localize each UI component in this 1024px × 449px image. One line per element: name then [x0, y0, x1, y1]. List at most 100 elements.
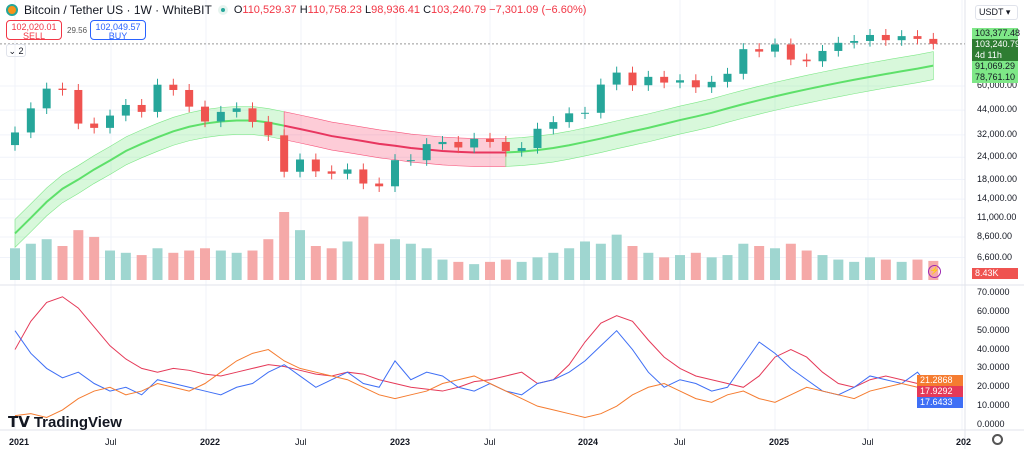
candle-body	[517, 148, 526, 151]
sell-button[interactable]: 102,020.01 SELL	[6, 20, 62, 41]
candle-body	[359, 169, 368, 184]
channel-band	[505, 51, 934, 167]
volume-bar	[706, 257, 717, 280]
candle-body	[818, 50, 827, 62]
volume-bar	[817, 255, 828, 280]
candle-body	[660, 76, 669, 83]
indicator-axis-label: 30.0000	[977, 362, 1010, 373]
volume-bar	[738, 243, 749, 280]
candle-body	[121, 104, 130, 116]
volume-bar	[880, 259, 891, 280]
volume-bar	[516, 261, 527, 280]
time-axis-label: Jul	[484, 437, 496, 447]
volume-bar	[390, 239, 400, 280]
candle-body	[897, 36, 906, 41]
time-axis-label: Jul	[105, 437, 117, 447]
candle-body	[581, 112, 589, 114]
channel-midline	[14, 119, 285, 235]
volume-bar	[453, 261, 464, 280]
volume-bar	[184, 250, 195, 280]
volume-bar	[548, 252, 559, 280]
volume-bar	[643, 252, 654, 280]
candle-body	[185, 89, 194, 107]
candle-body	[786, 44, 795, 60]
time-axis-label: 2024	[578, 437, 599, 447]
volume-bar	[263, 239, 274, 280]
volume-bar	[770, 248, 780, 280]
volume-bar	[200, 248, 210, 280]
volume-bar	[41, 239, 52, 280]
indicator-tag: 21.2868	[917, 375, 963, 386]
volume-bar	[358, 216, 369, 280]
candle-body	[802, 59, 811, 62]
indicator-axis-label: 40.0000	[977, 343, 1010, 354]
lightning-icon[interactable]: ⚡	[928, 265, 941, 278]
indicator-axis-label: 10.0000	[977, 400, 1010, 411]
candle-body	[327, 171, 336, 174]
channel-band	[14, 106, 285, 249]
tradingview-logo[interactable]: 𝗧𝗩 TradingView	[8, 413, 122, 432]
volume-bar	[10, 248, 20, 280]
candle-body	[26, 108, 35, 133]
time-axis-label: Jul	[674, 437, 686, 447]
candle-body	[169, 84, 178, 90]
volume-bar	[912, 259, 923, 280]
volume-bar	[89, 236, 100, 280]
candle-body	[137, 104, 146, 112]
volume-bar	[231, 252, 242, 280]
bitcoin-logo-icon	[6, 4, 18, 16]
candle-body	[232, 108, 241, 112]
time-axis-label: 2025	[769, 437, 790, 447]
volume-bar	[865, 257, 875, 280]
volume-bar	[485, 261, 495, 280]
candle-body	[739, 49, 748, 74]
price-axis-label: 6,600.00	[977, 251, 1013, 262]
buy-button[interactable]: 102,049.57 BUY	[90, 20, 146, 41]
time-axis-label: 2022	[200, 437, 221, 447]
volume-bar	[295, 230, 305, 280]
volume-bar	[437, 259, 448, 280]
price-axis-label: 8,600.00	[977, 230, 1013, 241]
volume-bar	[310, 246, 321, 280]
candle-body	[58, 88, 67, 90]
symbol-title[interactable]: Bitcoin / Tether US · 1W · WhiteBIT	[24, 3, 212, 17]
symbol-header: Bitcoin / Tether US · 1W · WhiteBIT O110…	[6, 3, 586, 17]
candle-body	[850, 40, 859, 43]
volume-bar	[152, 248, 163, 280]
time-axis-label: 2023	[390, 437, 411, 447]
volume-bar	[374, 243, 385, 280]
candle-body	[549, 122, 558, 129]
price-tag: 91,069.29	[972, 61, 1018, 72]
volume-bar	[675, 255, 685, 280]
volume-bar	[722, 255, 733, 280]
price-axis-label: 60,000.00	[977, 80, 1018, 90]
candle-body	[343, 169, 352, 174]
volume-bar	[564, 248, 575, 280]
price-tag: 103,377.48	[972, 28, 1020, 39]
indicator-line	[14, 329, 934, 396]
volume-bar	[785, 243, 796, 280]
candle-body	[391, 160, 399, 187]
price-tag: 78,761.10	[972, 72, 1018, 83]
candle-body	[422, 144, 431, 161]
collapse-indicators-button[interactable]: ⌄ 2	[6, 44, 26, 57]
price-axis-label: 24,000.00	[977, 151, 1018, 162]
volume-bar	[469, 264, 480, 280]
candle-body	[929, 38, 938, 44]
candle-body	[375, 183, 384, 187]
candle-body	[153, 84, 162, 112]
volume-bar	[849, 261, 860, 280]
candle-body	[834, 42, 843, 51]
volume-bar	[326, 248, 337, 280]
settings-gear-icon[interactable]	[992, 434, 1003, 445]
candle-body	[201, 106, 209, 122]
volume-bar	[57, 246, 68, 280]
time-axis-label: 2021	[9, 437, 30, 447]
price-axis-label: 18,000.00	[977, 173, 1018, 184]
volume-bar	[532, 257, 543, 280]
volume-bar	[215, 250, 226, 280]
currency-select[interactable]: USDT ▾	[975, 5, 1018, 20]
volume-bar	[247, 250, 258, 280]
candle-body	[486, 138, 494, 142]
